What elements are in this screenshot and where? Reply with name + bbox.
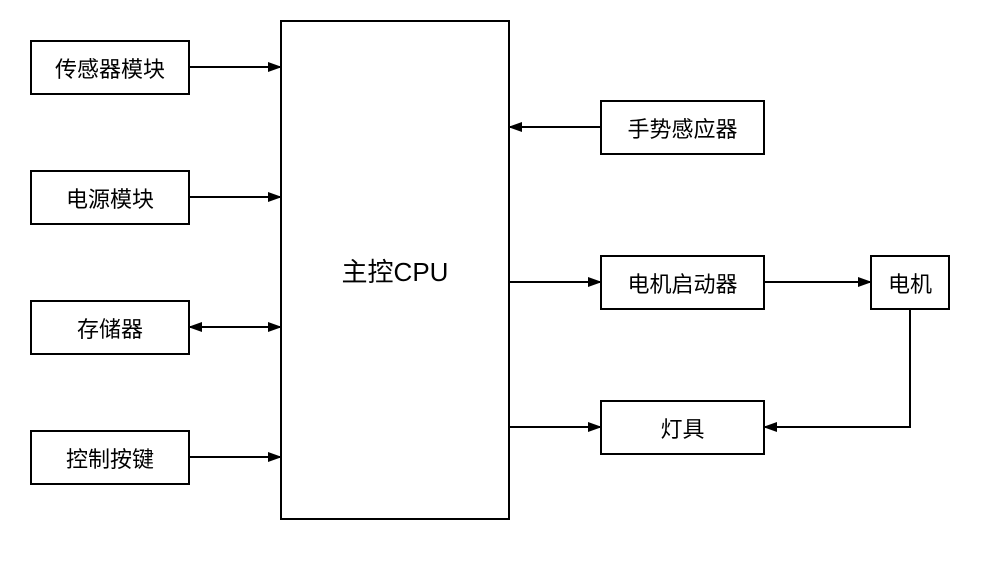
diagram-canvas: 主控CPU 传感器模块电源模块存储器控制按键 手势感应器电机启动器 电机灯具 bbox=[0, 0, 1000, 563]
node-storage: 存储器 bbox=[30, 300, 190, 355]
node-sensor: 传感器模块 bbox=[30, 40, 190, 95]
node-cpu-label: 主控CPU bbox=[342, 252, 449, 289]
node-motor: 电机 bbox=[870, 255, 950, 310]
node-lamp: 灯具 bbox=[600, 400, 765, 455]
node-controlkey-label: 控制按键 bbox=[66, 442, 154, 474]
node-gesture-label: 手势感应器 bbox=[627, 112, 737, 144]
node-controlkey: 控制按键 bbox=[30, 430, 190, 485]
node-power-label: 电源模块 bbox=[66, 182, 154, 214]
node-motorstart-label: 电机启动器 bbox=[627, 267, 737, 299]
edge-motor-lamp bbox=[765, 310, 910, 427]
node-motor-label: 电机 bbox=[888, 267, 932, 299]
node-power: 电源模块 bbox=[30, 170, 190, 225]
node-cpu: 主控CPU bbox=[280, 20, 510, 520]
node-storage-label: 存储器 bbox=[77, 312, 143, 344]
node-lamp-label: 灯具 bbox=[660, 412, 704, 444]
node-motorstart: 电机启动器 bbox=[600, 255, 765, 310]
node-sensor-label: 传感器模块 bbox=[55, 52, 165, 84]
node-gesture: 手势感应器 bbox=[600, 100, 765, 155]
